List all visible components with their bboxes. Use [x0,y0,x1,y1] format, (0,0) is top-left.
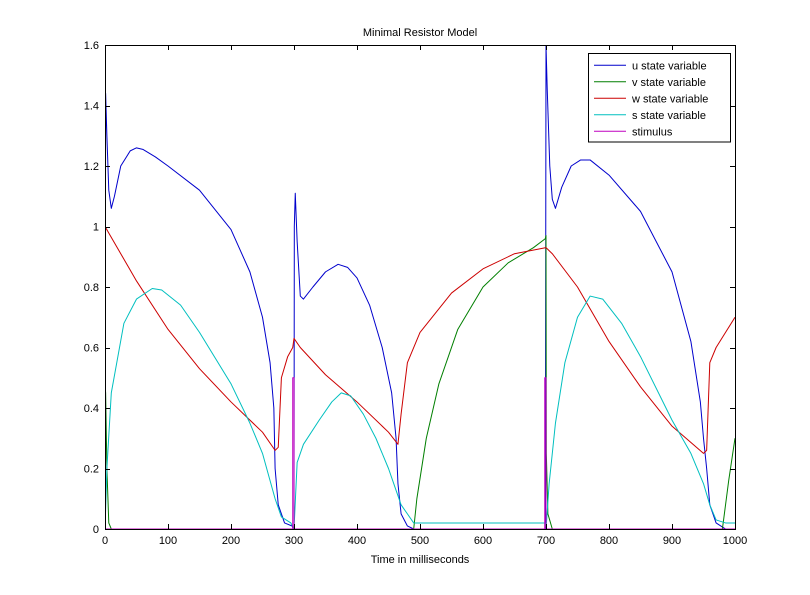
series-line-stimulus [105,377,735,529]
y-tick-label: 1 [93,222,99,234]
x-tick-label: 600 [474,535,492,547]
legend-entry-label: w state variable [631,93,708,105]
series-layer [105,45,735,529]
legend-entry-label: v state variable [632,77,706,89]
y-tick-label: 1.4 [84,101,99,113]
legend: u state variable v state variable w state … [588,53,731,143]
legend-entry-label: stimulus [632,126,673,138]
y-tick-label: 0.2 [84,464,99,476]
x-axis-label: Time in milliseconds [371,554,470,566]
y-tick-label: 0 [93,524,99,536]
x-tick-label: 100 [159,535,177,547]
series-line-w-state-variable [105,226,735,454]
series-line-v-state-variable [105,235,735,529]
y-tick-label: 0.4 [84,403,99,415]
ticks-layer: 0 100 200 300 400 500 600 700 800 900 1000 0 0.2 0.4 0… [84,40,748,547]
x-tick-label: 800 [600,535,618,547]
x-tick-label: 900 [663,535,681,547]
legend-entry-label: s state variable [632,110,706,122]
x-tick-label: 1000 [723,535,747,547]
y-tick-label: 1.6 [84,40,99,52]
x-tick-label: 0 [102,535,108,547]
series-line-u-state-variable [105,45,735,529]
series-line-s-state-variable [105,288,735,529]
chart-title: Minimal Resistor Model [363,27,477,39]
legend-entry-label: u state variable [632,60,707,72]
legend-items: u state variable v state variable w state … [594,60,708,138]
y-tick-label: 1.2 [84,161,99,173]
x-tick-label: 700 [537,535,555,547]
x-tick-label: 500 [411,535,429,547]
x-tick-label: 300 [285,535,303,547]
y-tick-label: 0.6 [84,343,99,355]
x-tick-label: 400 [348,535,366,547]
x-tick-label: 200 [222,535,240,547]
y-tick-label: 0.8 [84,282,99,294]
